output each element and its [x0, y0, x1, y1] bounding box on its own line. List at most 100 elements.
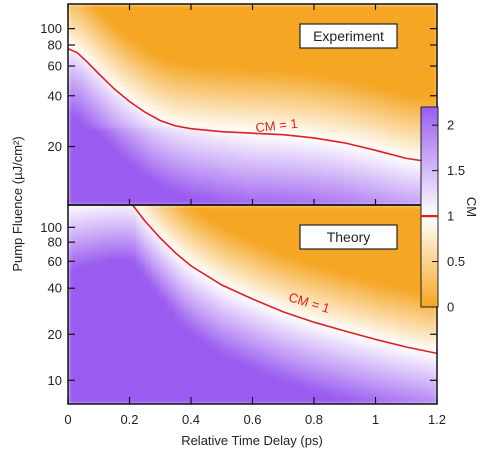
heatmap-cell [91, 380, 100, 388]
heatmap-cell [191, 304, 200, 311]
heatmap-cell [121, 63, 131, 70]
heatmap-cell [360, 216, 369, 224]
heatmap-cell [290, 363, 300, 370]
heatmap-cell [406, 322, 415, 329]
heatmap-cell [298, 210, 307, 218]
heatmap-cell [283, 86, 292, 94]
heatmap-cell [167, 363, 177, 370]
heatmap-cell [198, 116, 207, 123]
heatmap-cell [390, 333, 400, 341]
heatmap-cell [375, 333, 384, 341]
heatmap-cell [98, 128, 108, 135]
heatmap-cell [383, 169, 392, 177]
heatmap-cell [337, 286, 346, 294]
heatmap-cell [360, 257, 369, 265]
heatmap-cell [344, 122, 354, 129]
heatmap-cell [398, 98, 407, 106]
heatmap-cell [129, 122, 138, 129]
heatmap-cell [221, 181, 231, 188]
heatmap-cell [144, 15, 154, 23]
heatmap-cell [152, 110, 161, 117]
heatmap-cell [237, 57, 246, 64]
heatmap-cell [337, 304, 346, 311]
heatmap-cell [167, 199, 177, 205]
heatmap-cell [75, 104, 84, 112]
heatmap-cell [344, 286, 354, 294]
heatmap-cell [367, 281, 377, 288]
heatmap-cell [83, 157, 92, 165]
heatmap-cell [390, 9, 400, 17]
heatmap-cell [329, 128, 338, 135]
heatmap-cell [413, 80, 423, 88]
heatmap-cell [160, 298, 169, 306]
heatmap-cell [206, 181, 215, 188]
heatmap-cell [398, 322, 407, 329]
heatmap-cell [344, 345, 354, 352]
heatmap-cell [191, 281, 200, 288]
heatmap-cell [283, 228, 292, 235]
heatmap-cell [383, 51, 392, 58]
heatmap-cell [275, 128, 284, 135]
heatmap-cell [290, 316, 300, 323]
heatmap-cell [198, 63, 207, 70]
heatmap-cell [352, 104, 361, 112]
heatmap-cell [75, 128, 84, 135]
heatmap-cell [167, 33, 177, 41]
heatmap-cell [275, 222, 284, 230]
heatmap-cell [329, 104, 338, 112]
heatmap-cell [175, 275, 184, 282]
heatmap-cell [214, 240, 223, 247]
heatmap-cell [191, 98, 200, 106]
heatmap-cell [344, 292, 354, 300]
heatmap-cell [175, 322, 184, 329]
heatmap-cell [167, 157, 177, 165]
heatmap-cell [221, 175, 231, 182]
heatmap-cell [367, 69, 377, 76]
heatmap-cell [329, 275, 338, 282]
heatmap-cell [398, 181, 407, 188]
heatmap-cell [221, 327, 231, 335]
heatmap-cell [413, 145, 423, 153]
heatmap-cell [206, 251, 215, 259]
heatmap-cell [360, 380, 369, 388]
heatmap-cell [83, 116, 92, 123]
heatmap-cell [298, 351, 307, 358]
heatmap-cell [152, 368, 161, 376]
heatmap-cell [83, 175, 92, 182]
heatmap-cell [68, 74, 77, 82]
heatmap-cell [91, 104, 100, 112]
heatmap-cell [383, 257, 392, 265]
heatmap-cell [114, 210, 123, 218]
heatmap-cell [398, 15, 407, 23]
heatmap-cell [237, 169, 246, 177]
heatmap-cell [75, 21, 84, 29]
heatmap-cell [360, 69, 369, 76]
heatmap-cell [298, 139, 307, 147]
heatmap-cell [344, 45, 354, 52]
heatmap-cell [421, 27, 430, 35]
heatmap-cell [191, 63, 200, 70]
heatmap-cell [206, 216, 215, 224]
heatmap-cell [221, 163, 231, 171]
heatmap-cell [367, 104, 377, 112]
heatmap-cell [106, 169, 115, 177]
heatmap-cell [68, 345, 77, 352]
heatmap-cell [375, 134, 384, 141]
heatmap-cell [214, 45, 223, 52]
heatmap-cell [421, 21, 430, 29]
heatmap-cell [152, 98, 161, 106]
heatmap-cell [283, 33, 292, 41]
heatmap-cell [237, 27, 246, 35]
heatmap-cell [375, 286, 384, 294]
heatmap-cell [129, 163, 138, 171]
heatmap-cell [390, 357, 400, 364]
heatmap-cell [375, 398, 384, 404]
heatmap-cell [413, 327, 423, 335]
heatmap-cell [290, 187, 300, 194]
heatmap-cell [129, 210, 138, 218]
heatmap-cell [413, 74, 423, 82]
heatmap-cell [413, 234, 423, 241]
heatmap-cell [283, 157, 292, 165]
heatmap-cell [367, 374, 377, 382]
heatmap-cell [275, 151, 284, 159]
